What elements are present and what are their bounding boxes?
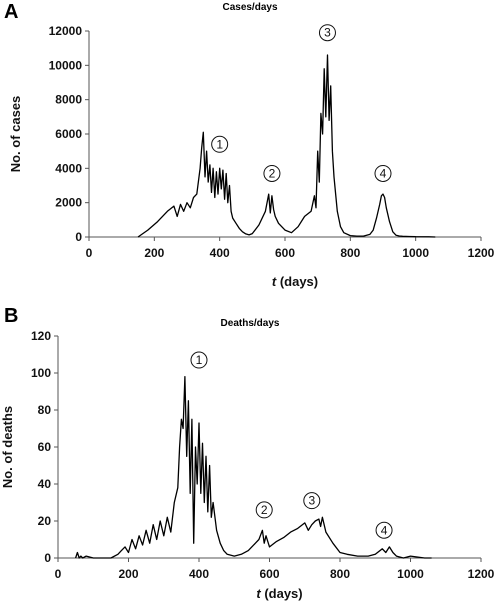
panel-b: B Deaths/days 0 200 400 600 800 1000 1200 0 20 40 60… [0,305,495,601]
peak-label-number: 3 [308,494,315,508]
x-tick-label: 600 [275,246,295,260]
chart-title: Deaths/days [221,318,280,329]
panel-letter: A [4,1,18,23]
peak-label: 4 [374,164,392,182]
peak-label-circle [374,164,392,182]
y-tick-label: 0 [44,551,51,565]
y-tick-label: 100 [31,366,51,380]
peak-label: 1 [211,135,229,153]
x-tick-label: 1200 [468,246,495,260]
x-tick-label: 800 [340,246,360,260]
x-tick-label: 200 [118,567,138,581]
y-tick-label: 40 [38,477,52,491]
panel-letter: B [4,305,18,327]
y-tick-label: 0 [75,230,82,244]
peak-label: 2 [255,501,273,519]
peak-label-number: 1 [216,137,223,151]
peak-label-number: 4 [380,166,387,180]
peak-label: 4 [375,521,393,539]
y-tick-label: 10000 [49,58,83,72]
series-line [137,54,436,238]
y-tick-label: 120 [31,329,51,343]
y-tick-label: 12000 [49,24,83,38]
x-axis-title: t (days) [272,274,318,289]
y-tick-label: 80 [38,403,52,417]
y-tick-label: 2000 [55,196,82,210]
peak-label: 2 [263,164,281,182]
y-axis-title: No. of deaths [0,406,15,488]
x-tick-label: 600 [259,567,279,581]
y-tick-label: 8000 [55,93,82,107]
x-axis-title: t (days) [256,586,302,601]
x-tick-label: 1000 [402,246,429,260]
series-line [74,376,432,559]
peak-label-number: 4 [381,523,388,537]
x-tick-label: 400 [210,246,230,260]
peak-label: 1 [190,351,208,369]
peak-label-circle [318,24,336,42]
y-tick-label: 6000 [55,127,82,141]
y-axis-title: No. of cases [8,96,23,173]
x-tick-label: 0 [55,567,62,581]
peak-label-circle [303,492,321,510]
peak-label: 3 [303,492,321,510]
peak-label-circle [375,521,393,539]
peak-label-number: 1 [196,353,203,367]
peak-label-number: 3 [324,26,331,40]
x-tick-label: 0 [86,246,93,260]
y-tick-label: 4000 [55,161,82,175]
x-tick-label: 800 [330,567,350,581]
peak-label: 3 [318,24,336,42]
x-tick-label: 1200 [468,567,495,581]
x-tick-label: 400 [189,567,209,581]
peak-label-number: 2 [261,503,268,517]
y-tick-label: 60 [38,440,52,454]
peak-label-circle [255,501,273,519]
peak-label-circle [263,164,281,182]
chart-title: Cases/days [222,2,277,13]
y-tick-label: 20 [38,514,52,528]
peak-label-number: 2 [269,166,276,180]
x-tick-label: 1000 [397,567,424,581]
x-tick-label: 200 [144,246,164,260]
peak-label-circle [190,351,208,369]
peak-label-circle [211,135,229,153]
